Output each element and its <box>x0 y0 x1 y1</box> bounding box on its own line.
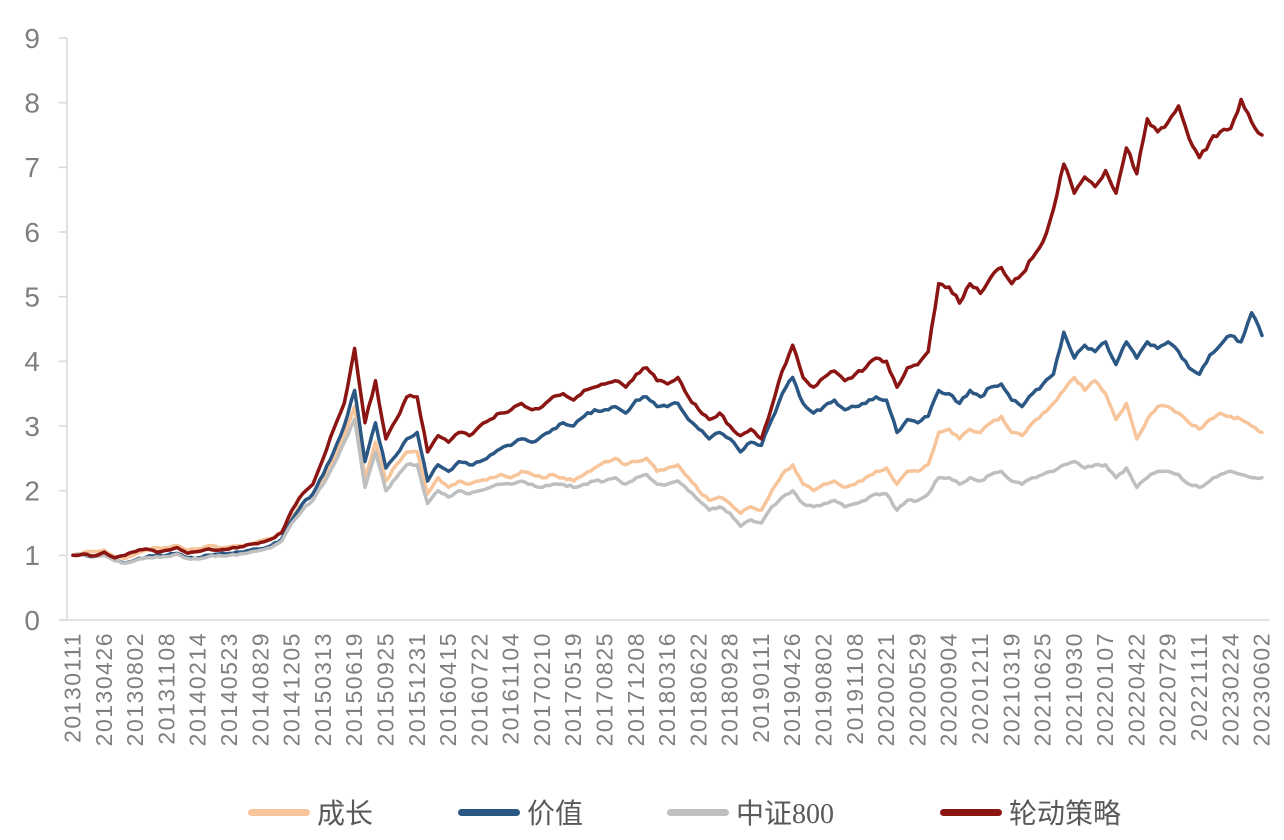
series-line-3 <box>71 97 1264 560</box>
x-axis-tick-label: 20171208 <box>623 632 649 746</box>
legend-label-value: 价值 <box>527 799 584 830</box>
x-axis-tick-label: 20180316 <box>654 632 680 746</box>
x-axis-tick-label: 20200904 <box>936 632 962 746</box>
x-axis-tick-label: 20220422 <box>1123 632 1149 746</box>
x-axis-tick-label: 20230224 <box>1217 632 1243 746</box>
legend-item-value[interactable]: 价值 <box>458 797 583 830</box>
x-axis-tick-label: 20190111 <box>748 632 774 743</box>
x-axis-tick-label: 20220107 <box>1092 632 1118 746</box>
y-axis-tick-label: 2 <box>24 475 40 506</box>
legend-swatch-rotation-strategy <box>940 808 1002 816</box>
chart-legend: 成长 价值 中证800 轮动策略 <box>0 797 1284 833</box>
x-axis-tick-label: 20141205 <box>279 632 305 746</box>
series-line-2 <box>71 417 1264 565</box>
legend-label-csi800: 中证800 <box>736 799 835 830</box>
x-axis-tick-label: 20170210 <box>529 632 555 746</box>
x-axis-tick-label: 20200529 <box>904 632 930 746</box>
x-axis-tick-label: 20180622 <box>685 632 711 746</box>
x-axis-tick-label: 20200221 <box>873 632 899 746</box>
legend-label-growth: 成长 <box>317 799 374 830</box>
x-axis-tick-label: 20150619 <box>341 632 367 746</box>
y-axis-tick-label: 6 <box>24 217 40 248</box>
y-axis-tick-label: 9 <box>24 23 40 54</box>
legend-swatch-csi800 <box>667 808 729 816</box>
x-axis-tick-label: 20130111 <box>60 632 86 743</box>
x-axis-tick-label: 20221111 <box>1186 632 1212 741</box>
x-axis-tick-label: 20210930 <box>1061 632 1087 746</box>
y-axis-tick-label: 4 <box>24 346 40 377</box>
x-axis-tick-label: 20140214 <box>185 632 211 746</box>
legend-label-rotation-strategy: 轮动策略 <box>1009 799 1122 830</box>
x-axis-tick-label: 20190426 <box>779 632 805 746</box>
x-axis-tick-label: 20140523 <box>216 632 242 746</box>
x-axis-tick-label: 20210319 <box>998 632 1024 746</box>
x-axis-tick-label: 20151231 <box>404 632 430 746</box>
x-axis-tick-label: 20131108 <box>153 632 179 745</box>
x-axis-tick-label: 20150313 <box>310 632 336 746</box>
x-axis-tick-label: 20130802 <box>122 632 148 746</box>
y-axis-tick-label: 1 <box>24 540 40 571</box>
x-axis-tick-label: 20130426 <box>91 632 117 746</box>
y-axis-tick-label: 3 <box>24 411 40 442</box>
legend-swatch-value <box>458 808 520 816</box>
x-axis-tick-label: 20161104 <box>498 632 524 745</box>
legend-swatch-growth <box>248 808 310 816</box>
x-axis-tick-label: 20160722 <box>466 632 492 746</box>
legend-item-growth[interactable]: 成长 <box>248 797 373 830</box>
x-axis-tick-label: 20210625 <box>1030 632 1056 746</box>
x-axis-tick-label: 20201211 <box>967 632 993 745</box>
x-axis-tick-label: 20140829 <box>247 632 273 746</box>
x-axis-tick-label: 20180928 <box>717 632 743 746</box>
series-line-1 <box>71 311 1264 565</box>
y-axis-tick-label: 0 <box>24 605 40 636</box>
x-axis-tick-label: 20150925 <box>372 632 398 746</box>
x-axis-tick-label: 20230602 <box>1249 632 1275 746</box>
x-axis-tick-label: 20191108 <box>842 632 868 745</box>
y-axis-tick-label: 7 <box>24 152 40 183</box>
x-axis-tick-label: 20220729 <box>1155 632 1181 746</box>
x-axis-tick-label: 20160415 <box>435 632 461 746</box>
x-axis-tick-label: 20190802 <box>811 632 837 746</box>
x-axis-tick-label: 20170519 <box>560 632 586 746</box>
y-axis-tick-label: 8 <box>24 87 40 118</box>
legend-item-rotation-strategy[interactable]: 轮动策略 <box>940 797 1121 830</box>
legend-item-csi800[interactable]: 中证800 <box>667 797 834 830</box>
y-axis-tick-label: 5 <box>24 281 40 312</box>
x-axis-tick-label: 20170825 <box>592 632 618 746</box>
